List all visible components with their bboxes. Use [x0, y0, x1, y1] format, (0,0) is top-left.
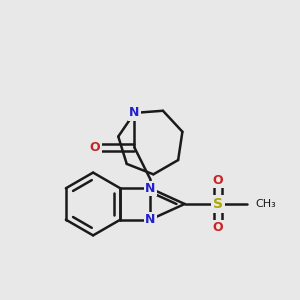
Text: N: N — [145, 213, 155, 226]
Text: CH₃: CH₃ — [255, 199, 276, 209]
Text: S: S — [213, 197, 223, 211]
Text: O: O — [90, 141, 100, 154]
Text: O: O — [212, 174, 223, 187]
Text: N: N — [129, 106, 140, 119]
Text: O: O — [212, 221, 223, 234]
Text: N: N — [145, 182, 155, 195]
